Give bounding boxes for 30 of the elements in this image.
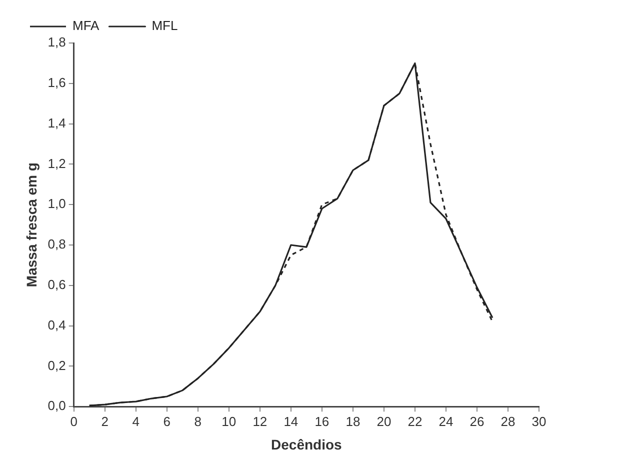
- x-tick-label: 14: [284, 414, 298, 429]
- x-tick-label: 6: [163, 414, 171, 429]
- x-tick-label: 12: [252, 414, 268, 429]
- x-tick-label: 24: [438, 414, 454, 429]
- y-tick-label: 1,8: [48, 34, 66, 50]
- x-tick-label: 10: [222, 414, 236, 429]
- x-tick-label: 2: [101, 414, 108, 429]
- y-tick-label: 0,4: [48, 317, 66, 332]
- x-tick-label: 16: [314, 414, 330, 429]
- x-axis-title: Decêndios: [271, 436, 342, 452]
- x-tick-label: 20: [376, 414, 392, 429]
- y-tick-label: 0,2: [48, 358, 66, 373]
- y-tick-label: 0,8: [48, 236, 66, 252]
- legend-label: MFL: [152, 18, 178, 34]
- x-tick-label: 18: [346, 414, 360, 429]
- y-tick-label: 0,0: [48, 398, 66, 414]
- x-tick-label: 30: [532, 414, 546, 429]
- y-axis-title: Massa fresca em g: [23, 162, 40, 288]
- y-tick-label: 0,6: [48, 276, 66, 292]
- legend-label: MFA: [72, 18, 100, 34]
- x-tick-label: 28: [500, 414, 516, 429]
- y-tick-label: 1,2: [48, 156, 66, 171]
- y-tick-label: 1,0: [48, 196, 66, 212]
- x-tick-label: 26: [470, 414, 484, 429]
- y-tick-label: 1,6: [48, 74, 66, 90]
- x-tick-label: 0: [70, 414, 78, 429]
- x-tick-label: 22: [408, 414, 422, 429]
- x-tick-label: 4: [132, 414, 140, 429]
- x-tick-label: 8: [194, 414, 202, 429]
- y-tick-label: 1,4: [48, 115, 66, 130]
